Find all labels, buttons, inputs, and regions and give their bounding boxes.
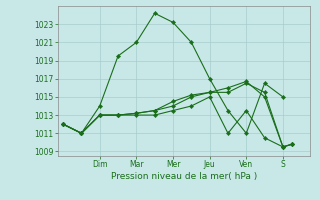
X-axis label: Pression niveau de la mer( hPa ): Pression niveau de la mer( hPa ) [111, 172, 257, 181]
